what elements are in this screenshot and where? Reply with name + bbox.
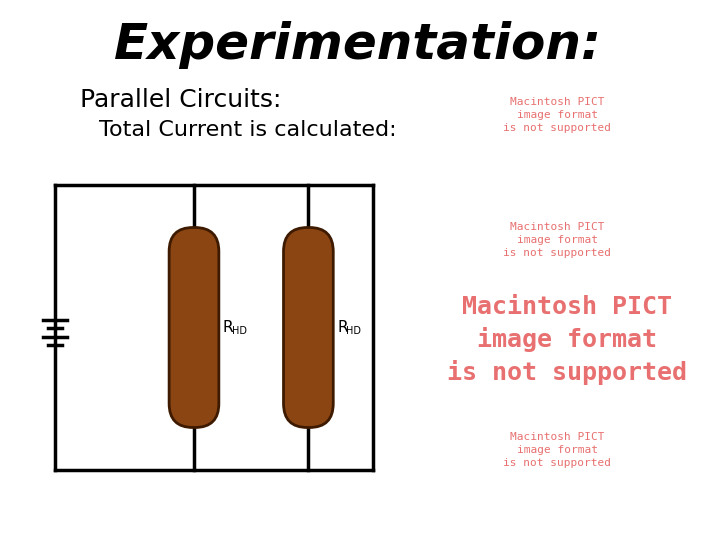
Text: Experimentation:: Experimentation: [114,21,602,69]
FancyBboxPatch shape [169,227,219,428]
Text: Macintosh PICT
image format
is not supported: Macintosh PICT image format is not suppo… [447,295,687,385]
Text: HD: HD [346,327,361,336]
Text: Macintosh PICT
image format
is not supported: Macintosh PICT image format is not suppo… [503,97,611,133]
Text: HD: HD [232,327,247,336]
FancyBboxPatch shape [284,227,333,428]
Text: Parallel Circuits:: Parallel Circuits: [80,88,281,112]
Text: Macintosh PICT
image format
is not supported: Macintosh PICT image format is not suppo… [503,222,611,258]
Text: R: R [337,320,348,335]
Text: R: R [222,320,233,335]
Text: Total Current is calculated:: Total Current is calculated: [99,120,397,140]
Text: Macintosh PICT
image format
is not supported: Macintosh PICT image format is not suppo… [503,432,611,468]
